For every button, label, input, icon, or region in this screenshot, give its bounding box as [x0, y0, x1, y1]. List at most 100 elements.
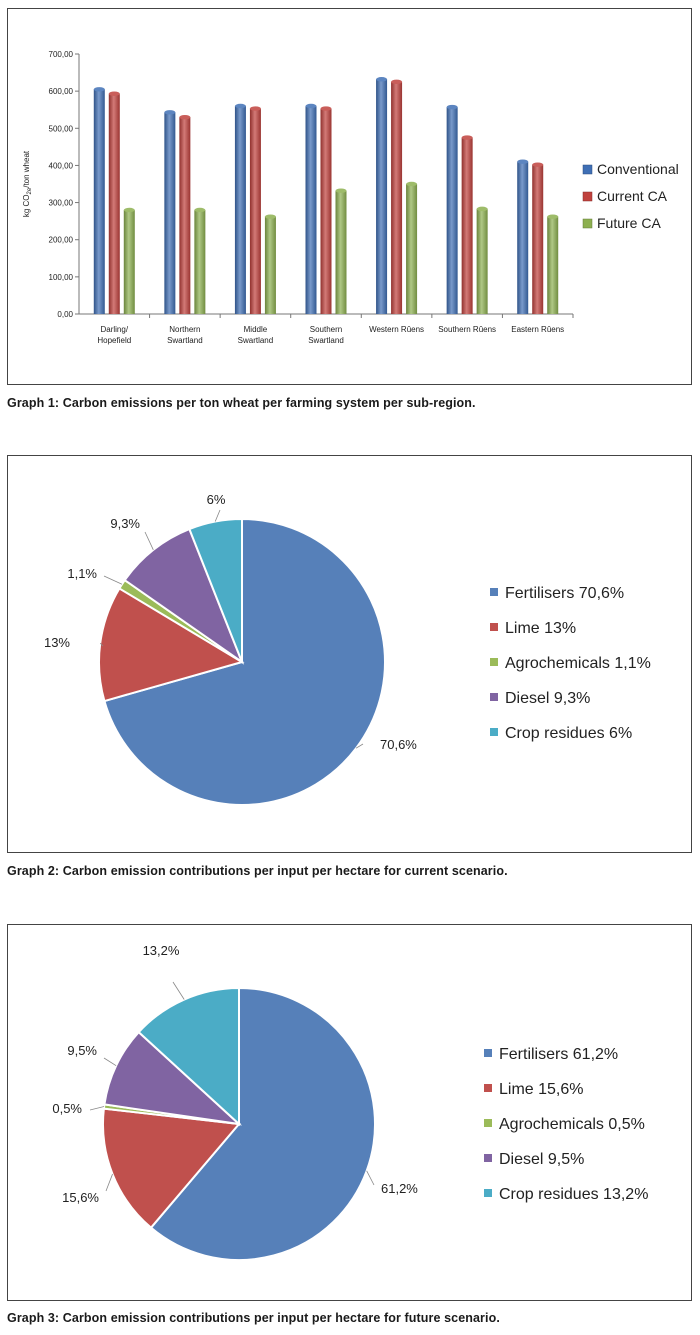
bar-cap	[446, 104, 458, 110]
bar-cap	[391, 79, 403, 85]
bar	[234, 106, 246, 314]
bar	[376, 79, 388, 314]
x-tick-label: Middle	[244, 325, 268, 334]
pie-slice	[103, 1030, 243, 1126]
legend-swatch	[484, 1084, 492, 1092]
slice-label: 0,5%	[52, 1101, 82, 1116]
legend-label: Current CA	[597, 188, 668, 204]
legend-swatch	[490, 623, 498, 631]
legend-swatch	[582, 218, 593, 229]
bar-cap	[406, 181, 418, 187]
legend-swatch	[582, 164, 593, 175]
x-tick-label: Swartland	[167, 336, 203, 345]
bar-cap	[123, 207, 135, 213]
bar-cap	[461, 135, 473, 140]
legend-label: Agrochemicals 0,5%	[499, 1116, 645, 1133]
legend-label: Fertilisers 70,6%	[505, 585, 624, 602]
y-tick-label: 200,00	[49, 236, 74, 245]
slice-label: 9,3%	[110, 516, 140, 531]
slice-label: 9,5%	[67, 1043, 97, 1058]
slice-label: 70,6%	[380, 737, 417, 752]
graph2-caption: Graph 2: Carbon emission contributions p…	[7, 864, 508, 878]
x-tick-label: Eastern Rûens	[511, 325, 564, 334]
y-tick-label: 600,00	[49, 87, 74, 96]
x-tick-label: Western Rûens	[369, 325, 424, 334]
pie-slice	[103, 517, 386, 806]
leader-line	[99, 642, 104, 647]
bar	[335, 190, 347, 314]
slice-label: 13,2%	[143, 943, 180, 958]
bar	[164, 112, 176, 314]
legend-swatch	[582, 191, 593, 202]
bar	[179, 117, 191, 315]
bar-cap	[264, 214, 276, 219]
bar	[108, 93, 120, 314]
bar	[446, 107, 458, 314]
pie-slice	[98, 587, 245, 703]
leader-line	[355, 743, 364, 749]
bar-cap	[517, 159, 529, 164]
slice-label: 61,2%	[381, 1181, 418, 1196]
bar	[123, 210, 135, 314]
x-tick-label: Southern	[310, 325, 342, 334]
bar-cap	[476, 206, 488, 212]
bar-cap	[249, 106, 261, 111]
slice-label: 15,6%	[62, 1190, 99, 1205]
y-tick-label: 400,00	[49, 161, 74, 170]
bar	[476, 208, 488, 314]
x-tick-label: Swartland	[238, 336, 274, 345]
bar-cap	[376, 77, 388, 82]
leader-line	[144, 531, 154, 551]
legend-swatch	[490, 728, 498, 736]
bar	[547, 216, 559, 314]
bar	[517, 161, 529, 314]
graph3-caption: Graph 3: Carbon emission contributions p…	[7, 1311, 500, 1325]
leader-line	[366, 1170, 375, 1186]
leader-line	[103, 575, 123, 585]
bar-cap	[164, 110, 176, 115]
legend-swatch	[484, 1119, 492, 1127]
legend-label: Lime 13%	[505, 620, 576, 637]
leader-line	[89, 1106, 105, 1111]
bar	[391, 81, 403, 314]
x-tick-label: Darling/	[100, 325, 128, 334]
bar-cap	[335, 188, 347, 193]
leader-line	[105, 1173, 113, 1192]
bar-cap	[234, 103, 246, 109]
legend-swatch	[490, 693, 498, 701]
bar-chart: 0,00 100,00 200,00 300,00 400,00 500,00 600,00…	[22, 50, 679, 345]
graph1-frame: 0,00 100,00 200,00 300,00 400,00 500,00 600,00…	[7, 8, 692, 385]
legend-swatch	[490, 588, 498, 596]
bar-cap	[194, 207, 206, 213]
bar	[320, 108, 332, 314]
y-axis-label: kg CO2e/ton wheat	[22, 150, 33, 217]
bar-cap	[320, 106, 332, 111]
y-tick-label: 300,00	[49, 199, 74, 208]
bar	[305, 106, 317, 314]
pie-slice	[102, 1107, 241, 1230]
slice-label: 1,1%	[67, 566, 97, 581]
y-tick-label: 0,00	[57, 310, 73, 319]
pie-chart-future: 61,2% 15,6% 0,5% 9,5% 13,2% Fertilisers 61,2%…	[52, 943, 648, 1261]
slice-label: 6%	[207, 492, 226, 507]
graph2-frame: 70,6% 13% 1,1% 9,3% 6% Fertilisers 70,6% Lime …	[7, 455, 692, 853]
leader-line	[172, 981, 185, 1000]
bar	[406, 184, 418, 314]
bar	[93, 89, 105, 315]
legend-swatch	[484, 1049, 492, 1057]
pie-slice	[123, 527, 245, 665]
x-tick-label: Northern	[169, 325, 200, 334]
legend-label: Conventional	[597, 161, 679, 177]
legend-label: Diesel 9,5%	[499, 1151, 584, 1168]
bar-cap	[93, 87, 105, 92]
bar-cap	[532, 162, 544, 167]
leader-line	[214, 509, 221, 522]
pie-chart-current: 70,6% 13% 1,1% 9,3% 6% Fertilisers 70,6% Lime …	[44, 492, 651, 806]
y-tick-label: 100,00	[49, 273, 74, 282]
bar	[194, 210, 206, 314]
x-tick-label: Southern Rûens	[438, 325, 496, 334]
pie-slice	[188, 517, 243, 663]
legend-label: Lime 15,6%	[499, 1081, 584, 1098]
x-tick-label: Swartland	[308, 336, 344, 345]
legend-swatch	[484, 1189, 492, 1197]
